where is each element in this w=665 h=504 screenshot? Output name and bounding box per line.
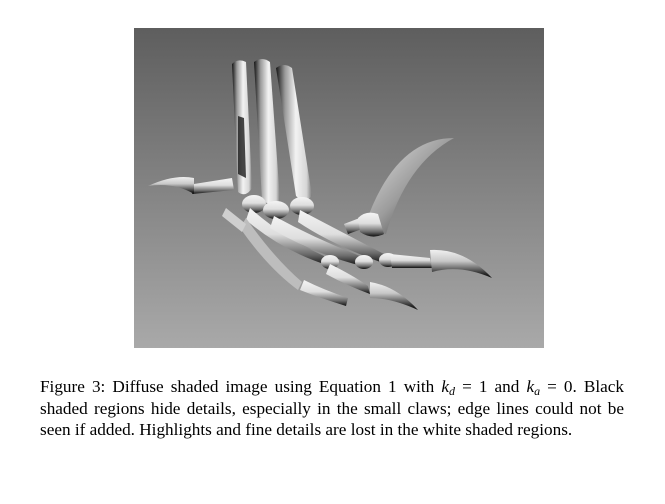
ka-symbol: k: [526, 377, 535, 396]
caption-text-1: Diffuse shaded image using Equation 1 wi…: [105, 377, 442, 396]
caption-text-3: . Black shaded regions hide details, esp…: [40, 377, 624, 439]
metatarsal-bones: [232, 59, 312, 204]
caption-text-2: and: [487, 377, 527, 396]
toe-bones: [192, 178, 432, 306]
ka-subscript: a: [534, 384, 541, 398]
figure-image: [134, 28, 544, 348]
figure-label: Figure 3:: [40, 377, 106, 396]
dinosaur-foot-skeleton-icon: [134, 28, 544, 348]
kd-value: = 1: [455, 377, 488, 396]
kd-subscript: d: [449, 384, 455, 398]
figure-caption: Figure 3: Diffuse shaded image using Equ…: [40, 376, 624, 441]
claws: [148, 138, 492, 310]
kd-symbol: k: [441, 377, 449, 396]
ka-value: = 0: [540, 377, 573, 396]
